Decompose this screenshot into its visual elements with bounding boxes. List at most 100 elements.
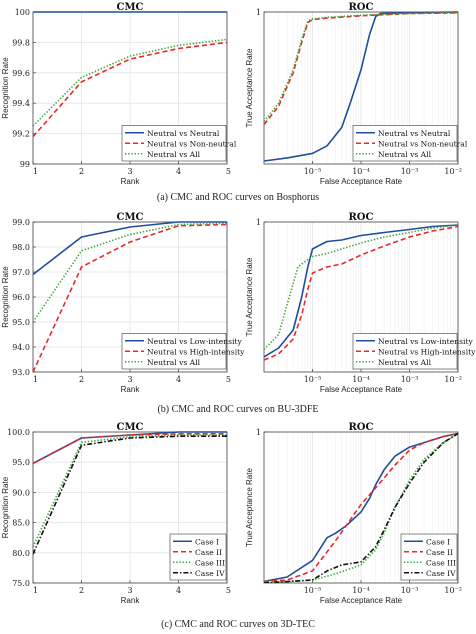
legend-label: Neutral vs Non-neutral bbox=[147, 139, 237, 148]
x-tick-label: 3 bbox=[127, 375, 132, 384]
x-tick-label: 10⁻⁴ bbox=[352, 167, 370, 176]
legend-box bbox=[121, 333, 227, 370]
chart-title: CMC bbox=[117, 422, 144, 433]
legend-label: Neutral vs High-intensity bbox=[378, 347, 476, 356]
y-tick-label: 99.6 bbox=[12, 69, 30, 78]
x-tick-label: 10⁻³ bbox=[401, 586, 419, 595]
legend-label: Neutral vs All bbox=[378, 358, 432, 367]
legend-label: Case II bbox=[195, 548, 222, 557]
y-axis-label: True Acceptance Rate bbox=[245, 48, 254, 127]
x-tick-label: 2 bbox=[79, 167, 84, 176]
chart-title: ROC bbox=[349, 2, 374, 13]
y-tick-label: 93.0 bbox=[12, 368, 30, 377]
chart-3: 1 2 3 4 5 93.0 94.0 95.0 96.0 97.0 98.0 99.0 CMC Rank… bbox=[1, 212, 245, 394]
x-tick-label: 10⁻⁵ bbox=[304, 375, 322, 384]
chart-title: ROC bbox=[349, 212, 374, 223]
series-line-2 bbox=[264, 225, 458, 361]
legend-label: Case IV bbox=[195, 569, 225, 578]
y-axis-label: True Acceptance Rate bbox=[245, 257, 254, 336]
x-tick-label: 5 bbox=[226, 375, 231, 384]
series-line-3 bbox=[33, 434, 227, 548]
y-tick-label: 75.0 bbox=[12, 579, 30, 588]
y-tick-label: 1 bbox=[256, 428, 261, 437]
x-tick-label: 1 bbox=[33, 167, 38, 176]
series-line-2 bbox=[264, 432, 458, 583]
series-line-4 bbox=[33, 435, 227, 555]
y-tick-label: 97.0 bbox=[12, 268, 30, 277]
y-tick-label: 99.0 bbox=[12, 218, 30, 227]
y-axis-label: Recognition Rate bbox=[1, 266, 10, 328]
y-tick-label: 99.4 bbox=[12, 99, 30, 108]
y-tick-label: 94.0 bbox=[12, 343, 30, 352]
x-tick-label: 10⁻³ bbox=[401, 375, 419, 384]
caption-b: (b) CMC and ROC curves on BU-3DFE bbox=[157, 404, 319, 415]
legend-label: Neutral vs Non-neutral bbox=[378, 139, 468, 148]
y-tick-label: 95.0 bbox=[12, 458, 30, 467]
series-line-1 bbox=[264, 11, 458, 162]
series-line-3 bbox=[264, 224, 458, 351]
x-tick-label: 10⁻⁵ bbox=[304, 167, 322, 176]
y-axis-label: Recognition Rate bbox=[1, 476, 10, 538]
chart-1: 1 2 3 4 5 99 99.2 99.4 99.6 99.8 100 CMC Rank Recogni… bbox=[1, 2, 237, 186]
chart-6: 10⁻⁵ 10⁻⁴ 10⁻³ 10⁻² 1 ROC False Acceptance Rat… bbox=[245, 422, 462, 605]
legend-label: Case II bbox=[426, 548, 453, 557]
y-tick-label: 1 bbox=[256, 8, 261, 17]
series-line-1 bbox=[33, 221, 227, 276]
legend-box bbox=[352, 125, 458, 162]
y-tick-label: 85.0 bbox=[12, 519, 30, 528]
x-axis-label: False Acceptance Rate bbox=[320, 385, 403, 394]
chart-2: 10⁻⁵ 10⁻⁴ 10⁻³ 10⁻² 1 ROC False Acceptance Rat… bbox=[245, 2, 468, 186]
x-tick-label: 3 bbox=[127, 586, 132, 595]
series-line-1 bbox=[264, 432, 458, 583]
x-axis-label: False Acceptance Rate bbox=[320, 596, 403, 605]
x-tick-label: 10⁻⁴ bbox=[352, 375, 370, 384]
legend-label: Neutral vs All bbox=[147, 358, 201, 367]
series-line-3 bbox=[33, 38, 227, 127]
legend-label: Neutral vs Neutral bbox=[147, 129, 220, 138]
legend-label: Neutral vs Low-intensity bbox=[378, 337, 473, 346]
series-line-2 bbox=[33, 223, 227, 372]
y-tick-label: 1 bbox=[256, 218, 261, 227]
legend-box bbox=[352, 333, 458, 370]
chart-title: CMC bbox=[117, 212, 144, 223]
series-line-3 bbox=[264, 12, 458, 122]
legend-label: Neutral vs High-intensity bbox=[147, 347, 245, 356]
series-line-3 bbox=[264, 432, 458, 583]
x-tick-label: 4 bbox=[176, 375, 181, 384]
y-tick-label: 100 bbox=[15, 8, 30, 17]
chart-4: 10⁻⁵ 10⁻⁴ 10⁻³ 10⁻² 1 ROC False Acceptance Rat… bbox=[245, 212, 476, 394]
legend-label: Case IV bbox=[426, 569, 456, 578]
legend-box bbox=[121, 125, 227, 162]
legend-label: Neutral vs All bbox=[147, 150, 201, 159]
x-axis-label: Rank bbox=[121, 385, 141, 394]
legend-label: Case I bbox=[426, 537, 450, 546]
x-tick-label: 3 bbox=[127, 167, 132, 176]
x-tick-label: 1 bbox=[33, 586, 38, 595]
chart-title: CMC bbox=[117, 2, 144, 13]
legend-label: Case I bbox=[195, 537, 219, 546]
caption-c: (c) CMC and ROC curves on 3D-TEC bbox=[161, 619, 315, 630]
x-tick-label: 2 bbox=[79, 586, 84, 595]
legend-label: Case III bbox=[195, 558, 225, 567]
x-tick-label: 10⁻⁵ bbox=[304, 586, 322, 595]
y-tick-label: 80.0 bbox=[12, 549, 30, 558]
caption-a: (a) CMC and ROC curves on Bosphorus bbox=[156, 192, 320, 203]
series-line-2 bbox=[264, 12, 458, 125]
y-tick-label: 99.2 bbox=[12, 130, 30, 139]
chart-5: 1 2 3 4 5 75.0 80.0 85.0 90.0 95.0 100.0 CMC Rank Rec… bbox=[1, 422, 231, 605]
x-tick-label: 4 bbox=[176, 167, 181, 176]
x-tick-label: 10⁻² bbox=[444, 586, 462, 595]
x-tick-label: 10⁻² bbox=[444, 375, 462, 384]
legend-label: Neutral vs Neutral bbox=[378, 129, 451, 138]
y-tick-label: 90.0 bbox=[12, 488, 30, 497]
y-tick-label: 99 bbox=[20, 160, 30, 169]
y-axis-label: True Acceptance Rate bbox=[245, 468, 254, 547]
x-tick-label: 1 bbox=[33, 375, 38, 384]
y-tick-label: 98.0 bbox=[12, 243, 30, 252]
x-tick-label: 2 bbox=[79, 375, 84, 384]
